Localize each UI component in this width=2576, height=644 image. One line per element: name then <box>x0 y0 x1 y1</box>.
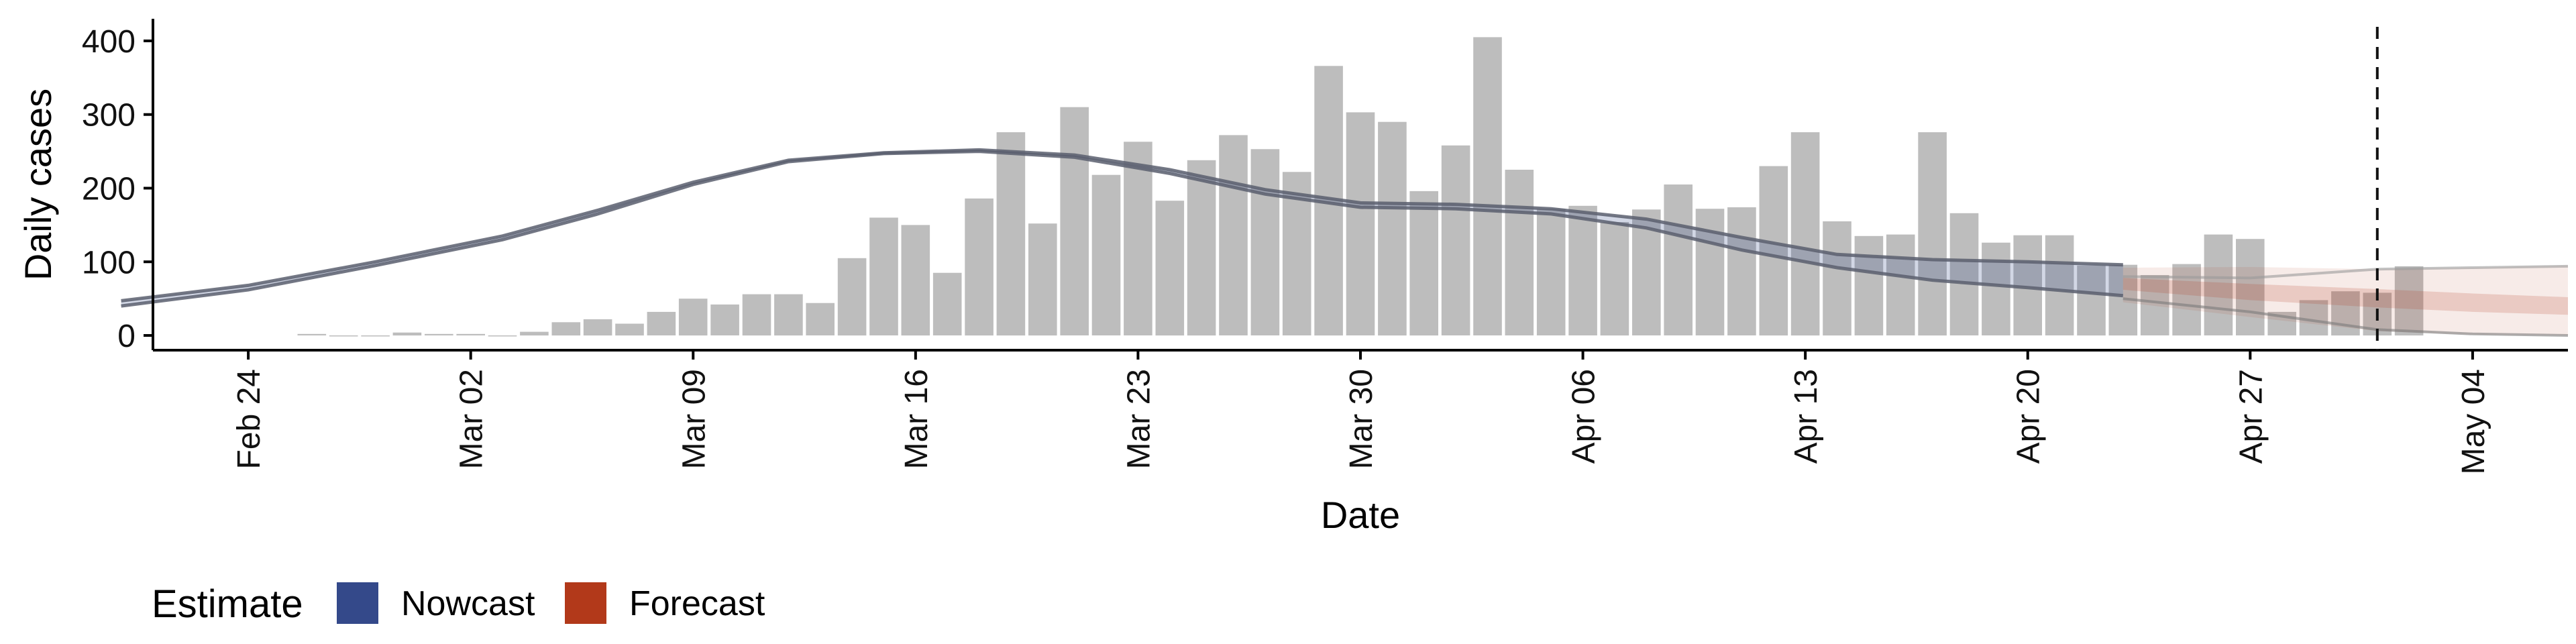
bar <box>2204 234 2233 335</box>
bar <box>1250 149 1280 336</box>
bar <box>647 311 676 335</box>
bar <box>583 319 612 336</box>
bar <box>1473 37 1502 336</box>
bar <box>742 294 771 336</box>
nowcast-lower-line <box>121 150 2124 308</box>
y-tick-label: 100 <box>82 245 136 280</box>
bar <box>806 303 835 335</box>
bar <box>1759 166 1788 336</box>
x-ticks: Feb 24 Mar 02 Mar 09 Mar 16 Mar 23 Mar 30 Apr … <box>231 350 2491 474</box>
bar <box>2236 239 2265 335</box>
legend-swatch-nowcast <box>337 582 378 624</box>
forecast-inner-band <box>2123 278 2568 315</box>
bar <box>678 299 708 336</box>
x-tick-label: Mar 02 <box>454 369 490 469</box>
x-tick-label: May 04 <box>2456 369 2491 474</box>
bar <box>1219 135 1248 335</box>
bar <box>1060 107 1089 335</box>
bar <box>1409 191 1438 336</box>
forecast-outer-band <box>2123 265 2568 335</box>
legend-label-nowcast: Nowcast <box>401 584 535 623</box>
bar <box>2331 291 2360 336</box>
bar <box>1441 145 1470 336</box>
bar <box>488 335 517 337</box>
x-axis-title: Date <box>1321 494 1400 536</box>
x-tick-label: Mar 09 <box>676 369 712 469</box>
bar <box>551 322 581 336</box>
bar <box>996 132 1026 336</box>
bar <box>1823 221 1851 336</box>
bar <box>1982 242 2010 335</box>
bar <box>932 272 962 335</box>
y-tick-label: 0 <box>117 319 136 354</box>
bar <box>774 294 803 336</box>
bar <box>1378 121 1407 336</box>
bar <box>2299 300 2328 336</box>
bar <box>1790 132 1820 336</box>
x-tick-label: Mar 16 <box>899 369 934 469</box>
x-tick-label: Apr 27 <box>2233 369 2269 464</box>
bands-layer <box>121 150 2568 335</box>
legend-label-forecast: Forecast <box>629 584 765 623</box>
bar <box>456 333 485 335</box>
bar <box>2077 265 2106 336</box>
bar <box>1346 112 1375 335</box>
bar <box>425 333 453 335</box>
x-tick-label: Feb 24 <box>231 369 267 469</box>
x-tick-label: Mar 30 <box>1344 369 1379 469</box>
y-tick-label: 400 <box>82 24 136 60</box>
bar <box>1505 170 1534 335</box>
bar <box>329 335 358 337</box>
bar <box>2140 275 2169 335</box>
y-axis-title: Daily cases <box>17 89 59 280</box>
bar <box>1536 209 1566 335</box>
bar <box>901 225 930 336</box>
y-tick-label: 200 <box>82 171 136 207</box>
x-tick-label: Apr 20 <box>2011 369 2047 464</box>
bar <box>1124 142 1152 336</box>
bar <box>520 331 549 336</box>
bar <box>1886 234 1915 335</box>
bar <box>2045 235 2074 335</box>
y-tick-label: 300 <box>82 98 136 133</box>
bar <box>1568 205 1597 335</box>
bar <box>1091 174 1121 335</box>
bar <box>392 332 422 336</box>
bar <box>297 333 327 335</box>
bar <box>710 304 739 335</box>
bar <box>1727 207 1756 335</box>
bar <box>1918 132 1947 336</box>
bar <box>361 335 390 337</box>
legend-title: Estimate <box>152 582 303 626</box>
bar <box>1187 160 1216 336</box>
y-ticks: 0 100 200 300 400 <box>82 24 153 354</box>
bar <box>1854 235 1884 335</box>
bar <box>1949 213 1979 335</box>
bar <box>2394 266 2424 336</box>
legend: Estimate Nowcast Forecast <box>152 582 765 626</box>
nowcast-band <box>121 150 2123 307</box>
lines-layer <box>121 148 2569 337</box>
nowcast-upper-line <box>121 148 2123 303</box>
legend-swatch-forecast <box>565 582 606 624</box>
bar <box>1155 201 1185 336</box>
bar <box>965 198 994 336</box>
x-tick-label: Apr 06 <box>1566 369 1602 464</box>
bar <box>837 258 867 336</box>
bar <box>869 217 898 335</box>
bar <box>615 323 644 336</box>
bar <box>1028 223 1057 336</box>
bar <box>1600 222 1629 336</box>
x-tick-label: Apr 13 <box>1788 369 1824 464</box>
bar <box>1664 184 1693 335</box>
x-tick-label: Mar 23 <box>1121 369 1157 469</box>
